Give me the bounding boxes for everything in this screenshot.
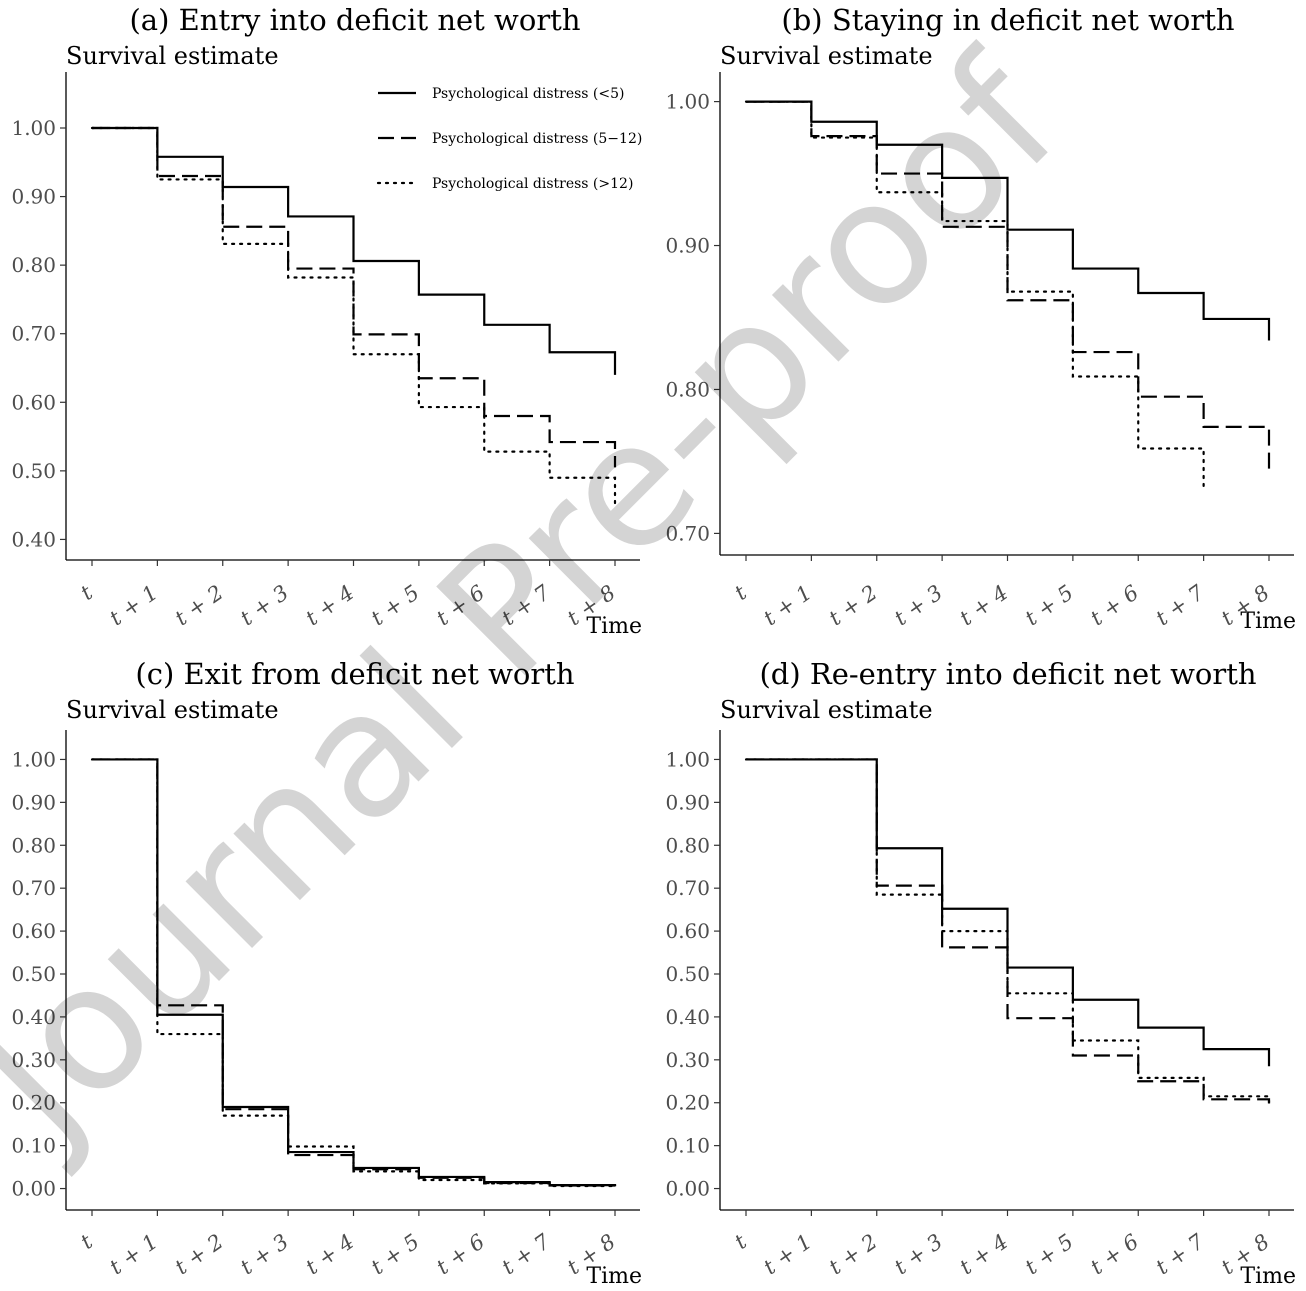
y-tick-label: 0.80 — [665, 377, 710, 401]
x-axis-label: Time — [1240, 1264, 1296, 1289]
panel-title: (b) Staying in deficit net worth — [781, 3, 1234, 37]
panel-title: (a) Entry into deficit net worth — [129, 3, 580, 37]
x-axis-label: Time — [586, 1264, 642, 1289]
y-tick-label: 0.30 — [11, 1048, 56, 1072]
series-line-dotted — [90, 758, 617, 1188]
x-tick-label: t + 2 — [171, 580, 228, 630]
x-tick-label: t + 5 — [1021, 580, 1078, 630]
x-tick-label: t — [730, 580, 751, 605]
x-tick-label: t + 3 — [890, 1229, 947, 1279]
y-tick-label: 0.90 — [11, 790, 56, 814]
y-tick-label: 0.40 — [11, 1005, 56, 1029]
x-tick-label: t + 2 — [171, 1229, 228, 1279]
series-line-solid — [746, 758, 1271, 1067]
y-tick-label: 0.20 — [665, 1091, 710, 1115]
y-tick-label: 0.70 — [11, 876, 56, 900]
y-tick-label: 0.40 — [11, 527, 56, 551]
x-tick-label: t + 6 — [432, 1229, 489, 1279]
y-tick-label: 0.90 — [665, 234, 710, 258]
y-tick-label: 0.30 — [665, 1048, 710, 1072]
x-tick-label: t + 3 — [890, 580, 947, 630]
y-tick-label: 0.00 — [11, 1177, 56, 1201]
series-line-dotted — [90, 126, 617, 510]
x-tick-label: t + 7 — [1152, 1229, 1209, 1279]
x-axis-label: Time — [1240, 609, 1296, 634]
series-line-dashed — [746, 100, 1271, 473]
series-line-dashed — [92, 126, 617, 468]
y-tick-label: 0.80 — [11, 253, 56, 277]
x-tick-label: t + 5 — [1021, 1229, 1078, 1279]
x-tick-label: t + 3 — [236, 580, 293, 630]
x-tick-label: t + 6 — [1086, 1229, 1143, 1279]
x-tick-label: t — [76, 1229, 97, 1254]
x-tick-label: t + 4 — [955, 580, 1012, 630]
x-tick-label: t + 1 — [759, 1229, 816, 1279]
y-tick-label: 0.50 — [665, 962, 710, 986]
x-tick-label: t + 1 — [105, 1229, 162, 1279]
y-tick-label: 0.60 — [11, 919, 56, 943]
y-tick-label: 0.90 — [665, 790, 710, 814]
chart-panel-c: (c) Exit from deficit net worth Survival … — [11, 657, 642, 1289]
legend-label: Psychological distress (<5) — [432, 86, 625, 102]
y-tick-label: 0.60 — [11, 390, 56, 414]
y-tick-label: 0.40 — [665, 1005, 710, 1029]
y-tick-label: 1.00 — [11, 116, 56, 140]
y-tick-label: 0.10 — [665, 1134, 710, 1158]
series-line-solid — [92, 126, 617, 375]
x-tick-label: t + 2 — [825, 580, 882, 630]
x-tick-label: t — [76, 580, 97, 605]
y-tick-label: 0.50 — [11, 459, 56, 483]
y-tick-label: 0.70 — [665, 521, 710, 545]
y-tick-label: 0.50 — [11, 962, 56, 986]
legend: Psychological distress (<5) Psychological… — [376, 86, 642, 192]
x-tick-label: t + 4 — [301, 1229, 358, 1279]
y-tick-label: 0.70 — [665, 876, 710, 900]
chart-panel-d: (d) Re-entry into deficit net worth Survi… — [665, 657, 1296, 1289]
x-tick-label: t + 5 — [367, 1229, 424, 1279]
panel-title: (c) Exit from deficit net worth — [135, 657, 574, 691]
y-axis-label: Survival estimate — [66, 696, 279, 724]
x-tick-label: t + 7 — [498, 1229, 555, 1279]
legend-label: Psychological distress (>12) — [432, 176, 633, 192]
y-tick-label: 0.00 — [665, 1177, 710, 1201]
x-tick-label: t + 4 — [955, 1229, 1012, 1279]
y-tick-label: 1.00 — [665, 90, 710, 114]
y-axis-label: Survival estimate — [66, 42, 279, 70]
y-tick-label: 0.60 — [665, 919, 710, 943]
y-axis-label: Survival estimate — [720, 42, 933, 70]
y-tick-label: 0.20 — [11, 1091, 56, 1115]
y-tick-label: 1.00 — [665, 747, 710, 771]
x-tick-label: t + 7 — [1152, 580, 1209, 630]
series-line-solid — [746, 100, 1271, 341]
series-line-dotted — [744, 758, 1271, 1104]
y-tick-label: 0.90 — [11, 185, 56, 209]
y-tick-label: 0.80 — [665, 833, 710, 857]
legend-label: Psychological distress (5−12) — [432, 131, 642, 147]
y-tick-label: 0.80 — [11, 833, 56, 857]
x-tick-label: t — [730, 1229, 751, 1254]
y-axis-label: Survival estimate — [720, 696, 933, 724]
x-tick-label: t + 2 — [825, 1229, 882, 1279]
x-tick-label: t + 1 — [105, 580, 162, 630]
y-tick-label: 0.10 — [11, 1134, 56, 1158]
y-tick-label: 0.70 — [11, 322, 56, 346]
x-axis-label: Time — [586, 614, 642, 639]
x-tick-label: t + 3 — [236, 1229, 293, 1279]
x-tick-label: t + 6 — [1086, 580, 1143, 630]
y-tick-label: 1.00 — [11, 747, 56, 771]
x-tick-label: t + 1 — [759, 580, 816, 630]
panel-title: (d) Re-entry into deficit net worth — [759, 657, 1256, 691]
